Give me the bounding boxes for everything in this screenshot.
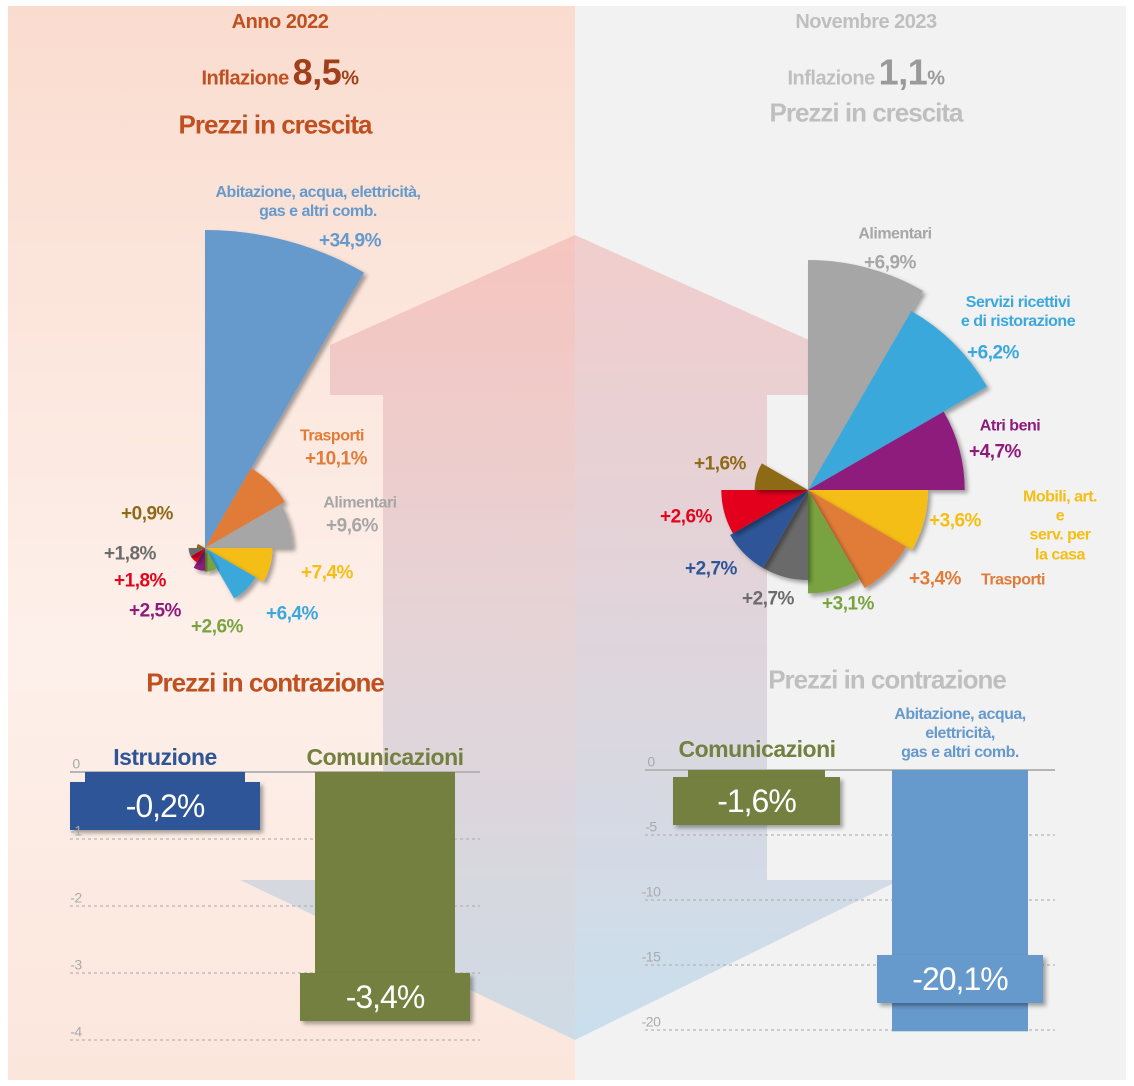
y-tick-label: 0 xyxy=(72,756,79,773)
category-label: Alimentari xyxy=(323,493,396,512)
value-label: +9,6% xyxy=(326,516,378,539)
category-label: Servizi ricettivi e di ristorazione xyxy=(961,293,1075,331)
value-label: +3,6% xyxy=(929,511,981,534)
inflation: Inflazione 1,1% xyxy=(787,50,944,93)
category-label: Mobili, art. e serv. per la casa xyxy=(1023,488,1097,565)
category-label: Atri beni xyxy=(980,416,1040,435)
value-label: +34,9% xyxy=(319,231,381,254)
y-tick-label: 0 xyxy=(647,754,654,771)
y-tick-label: -2 xyxy=(70,890,81,907)
chart xyxy=(0,0,1134,1086)
value-label: +3,1% xyxy=(822,594,874,617)
y-tick-label: -10 xyxy=(642,884,661,901)
value-label: +7,4% xyxy=(301,563,353,586)
value-label: -3,4% xyxy=(346,978,425,1016)
value-label: +2,5% xyxy=(129,601,181,624)
value-label: +2,7% xyxy=(742,589,794,612)
y-tick-label: -4 xyxy=(70,1024,81,1041)
value-label: -0,2% xyxy=(126,787,205,825)
y-tick-label: -20 xyxy=(642,1014,661,1031)
category-label: Comunicazioni xyxy=(678,736,835,764)
rose-wedge xyxy=(197,544,205,548)
period: Anno 2022 xyxy=(232,10,329,34)
value-label: +2,6% xyxy=(191,617,243,640)
inflation-label: Inflazione xyxy=(787,67,874,89)
y-tick-label: -15 xyxy=(642,949,661,966)
value-label: +3,4% xyxy=(909,569,961,592)
value-label: -20,1% xyxy=(912,960,1007,998)
value-label: +2,7% xyxy=(685,559,737,582)
category-label: Comunicazioni xyxy=(306,744,463,772)
value-label: +1,8% xyxy=(114,571,166,594)
inflation-value: 1,1 xyxy=(879,51,928,92)
value-label: +6,9% xyxy=(864,253,916,276)
category-label: Alimentari xyxy=(858,224,931,243)
bar xyxy=(315,772,455,1000)
inflation: Inflazione 8,5% xyxy=(201,50,358,93)
inflation-value: 8,5 xyxy=(293,51,342,92)
section-title: Prezzi in crescita xyxy=(179,109,372,140)
category-label: Trasporti xyxy=(981,570,1045,589)
category-label: Abitazione, acqua, elettricità, gas e al… xyxy=(873,705,1047,763)
y-tick-label: -3 xyxy=(70,957,81,974)
value-label: -1,6% xyxy=(717,782,796,820)
inflation-label: Inflazione xyxy=(201,67,288,89)
value-label: +10,1% xyxy=(305,449,367,472)
section-title: Prezzi in crescita xyxy=(770,97,963,128)
inflation-unit: % xyxy=(927,67,944,89)
value-label: +4,7% xyxy=(969,442,1021,465)
category-label: Istruzione xyxy=(113,744,217,772)
value-label: +6,2% xyxy=(967,343,1019,366)
y-tick-label: -5 xyxy=(645,819,656,836)
category-label: Trasporti xyxy=(300,426,364,445)
y-tick-label: -1 xyxy=(70,823,81,840)
value-label: +2,6% xyxy=(660,507,712,530)
period: Novembre 2023 xyxy=(795,10,936,34)
infographic: Anno 2022 Inflazione 8,5% Novembre 2023 … xyxy=(0,0,1134,1086)
section-title: Prezzi in contrazione xyxy=(768,664,1006,695)
value-label: +1,6% xyxy=(694,454,746,477)
category-label: Abitazione, acqua, elettricità, gas e al… xyxy=(216,183,421,221)
inflation-unit: % xyxy=(341,67,358,89)
value-label: +1,8% xyxy=(104,544,156,567)
value-label: +0,9% xyxy=(121,504,173,527)
section-title: Prezzi in contrazione xyxy=(146,667,384,698)
value-label: +6,4% xyxy=(266,604,318,627)
rose-wedge xyxy=(755,463,808,490)
